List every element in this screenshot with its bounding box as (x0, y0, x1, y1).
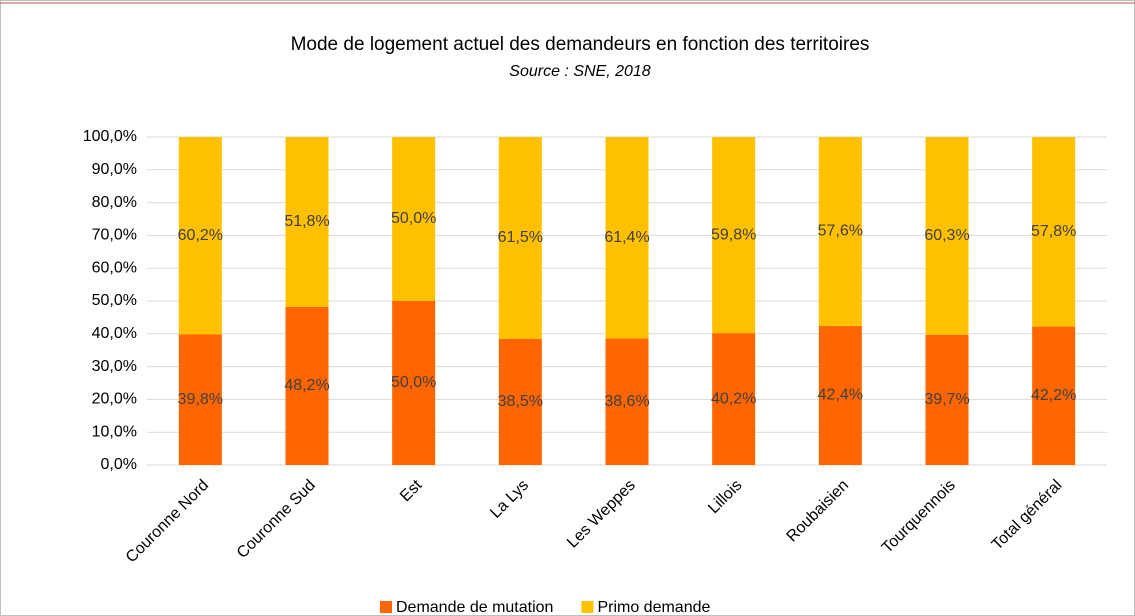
y-tick-label: 90,0% (92, 161, 137, 178)
value-label: 61,4% (604, 229, 649, 246)
value-label: 39,7% (924, 391, 969, 408)
value-label: 40,2% (711, 390, 756, 407)
bar-segment (818, 137, 862, 326)
bar-segment (285, 137, 329, 307)
bar-segment (178, 334, 222, 465)
bar-segment (1032, 326, 1076, 465)
legend-label: Primo demande (597, 599, 710, 616)
y-tick-label: 60,0% (92, 259, 137, 276)
y-tick-label: 20,0% (92, 391, 137, 408)
value-label: 48,2% (284, 377, 329, 394)
value-label: 50,0% (391, 210, 436, 227)
legend-swatch (380, 601, 392, 613)
value-label: 51,8% (284, 213, 329, 230)
value-label: 39,8% (178, 391, 223, 408)
chart-subtitle: Source : SNE, 2018 (509, 63, 651, 80)
chart-title: Mode de logement actuel des demandeurs e… (291, 34, 870, 55)
bar-segment (178, 137, 222, 335)
bar-segment (1032, 137, 1076, 327)
y-tick-label: 80,0% (92, 194, 137, 211)
legend-label: Demande de mutation (396, 599, 553, 616)
bar-segment (498, 137, 542, 339)
value-label: 50,0% (391, 374, 436, 391)
y-tick-label: 0,0% (101, 456, 137, 473)
bar-segment (605, 137, 649, 339)
value-label: 57,8% (1031, 223, 1076, 240)
value-label: 60,3% (924, 227, 969, 244)
y-tick-label: 10,0% (92, 423, 137, 440)
bar-segment (925, 137, 969, 335)
bar-segment (818, 325, 862, 465)
bar-segment (392, 301, 436, 465)
bar-segment (392, 137, 436, 301)
value-label: 42,4% (818, 387, 863, 404)
value-label: 57,6% (818, 223, 863, 240)
value-label: 42,2% (1031, 387, 1076, 404)
bar-segment (285, 306, 329, 465)
bar-segment (498, 338, 542, 465)
value-label: 61,5% (498, 229, 543, 246)
y-tick-label: 30,0% (92, 358, 137, 375)
value-label: 38,5% (498, 393, 543, 410)
bar-segment (925, 334, 969, 465)
value-label: 59,8% (711, 226, 756, 243)
y-tick-label: 100,0% (83, 128, 137, 145)
bar-segment (712, 137, 756, 334)
y-tick-label: 70,0% (92, 227, 137, 244)
legend-swatch (581, 601, 594, 613)
bar-segment (605, 338, 649, 465)
y-tick-label: 50,0% (92, 292, 137, 309)
y-tick-label: 40,0% (92, 325, 137, 342)
value-label: 60,2% (178, 227, 223, 244)
value-label: 38,6% (604, 393, 649, 410)
bar-segment (712, 333, 756, 465)
